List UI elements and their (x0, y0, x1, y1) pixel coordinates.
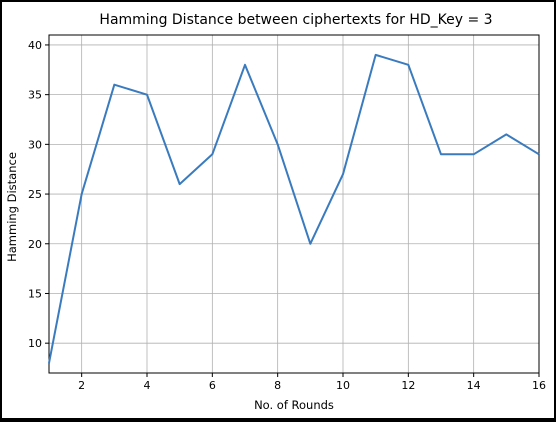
x-tick-label: 10 (336, 379, 350, 392)
y-tick-label: 30 (28, 138, 42, 151)
x-tick-label: 8 (274, 379, 281, 392)
data-points (49, 55, 539, 363)
axis-ticks: 2 4 6 8 10 12 14 16 10 15 20 25 30 35 40 (28, 39, 546, 392)
x-tick-label: 16 (532, 379, 546, 392)
x-tick-label: 6 (209, 379, 216, 392)
y-tick-label: 25 (28, 188, 42, 201)
line-chart: Hamming Distance between ciphertexts for… (2, 2, 554, 418)
y-tick-label: 40 (28, 39, 42, 52)
x-tick-label: 14 (467, 379, 481, 392)
figure-frame: Hamming Distance between ciphertexts for… (2, 2, 554, 418)
x-axis-title: No. of Rounds (254, 398, 334, 412)
y-tick-label: 15 (28, 287, 42, 300)
y-axis-title: Hamming Distance (5, 152, 19, 262)
grid (49, 35, 539, 373)
y-tick-label: 20 (28, 238, 42, 251)
series-line (49, 55, 539, 363)
x-tick-label: 4 (144, 379, 151, 392)
x-tick-label: 2 (78, 379, 85, 392)
plot-area-border (49, 35, 539, 373)
y-tick-label: 35 (28, 89, 42, 102)
chart-title: Hamming Distance between ciphertexts for… (99, 12, 492, 28)
x-tick-label: 12 (401, 379, 415, 392)
y-tick-label: 10 (28, 337, 42, 350)
